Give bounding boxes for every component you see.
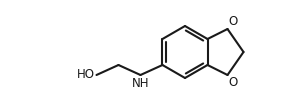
Text: NH: NH <box>132 77 149 90</box>
Text: O: O <box>229 15 238 28</box>
Text: HO: HO <box>77 69 95 82</box>
Text: O: O <box>229 76 238 89</box>
